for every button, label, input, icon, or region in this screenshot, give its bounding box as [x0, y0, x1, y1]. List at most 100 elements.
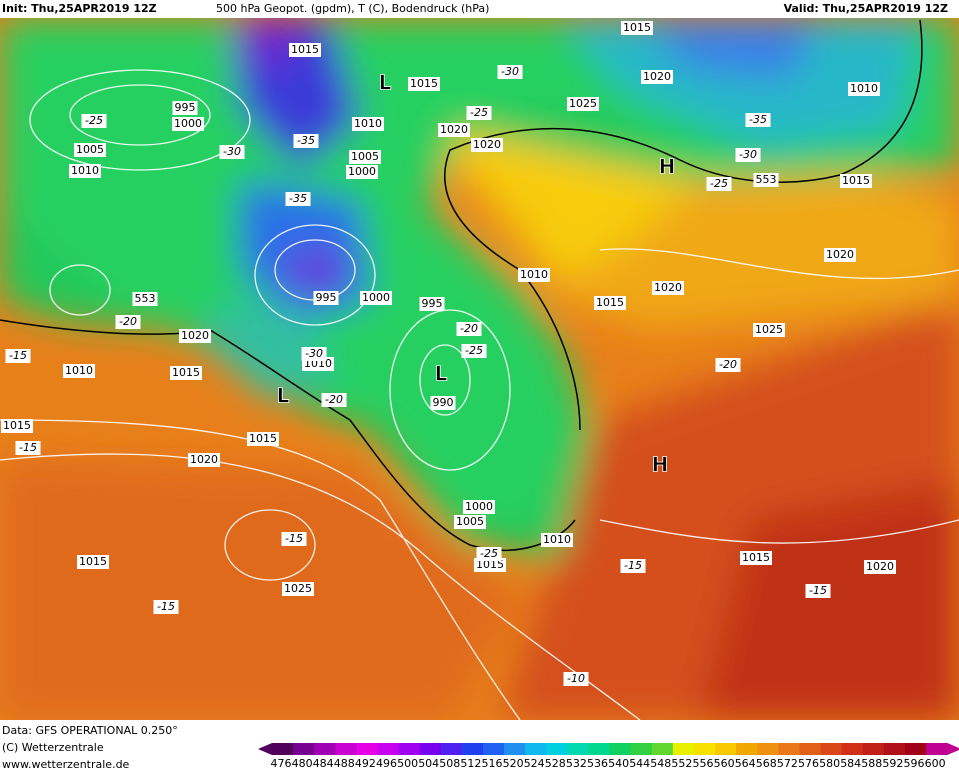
colorbar-label: 600: [925, 757, 946, 770]
isobar-label: 1010: [543, 533, 571, 546]
isobar-label: 1015: [842, 174, 870, 187]
temperature-label: -15: [9, 349, 27, 362]
isobar-label-box: [352, 117, 384, 131]
colorbar-box: [314, 743, 336, 755]
temperature-label-box: [620, 559, 646, 573]
colorbar-box: [567, 743, 589, 755]
isobar-label: 1020: [190, 453, 218, 466]
isobar-label-box: [753, 323, 785, 337]
colorbar-box: [820, 743, 843, 755]
colorbar-label: 528: [545, 757, 566, 770]
isobar-label: 990: [433, 396, 454, 409]
colorbar-box: [483, 743, 505, 755]
colorbar-box: [419, 743, 442, 755]
isobar-label-box: [349, 150, 381, 164]
isobar-label: 1020: [826, 248, 854, 261]
isobar-label-box: [346, 165, 378, 179]
isobar-label-box: [419, 297, 445, 311]
colorbar-label: 552: [671, 757, 692, 770]
isobar-label-box: [474, 558, 506, 572]
isobar-label: 1015: [476, 558, 504, 571]
colorbar-label: 568: [756, 757, 777, 770]
isobar-label-box: [179, 329, 211, 343]
temperature-label-box: [285, 192, 311, 206]
colorbar-label: 544: [629, 757, 650, 770]
colorbar-label: 596: [904, 757, 925, 770]
isobar-label: 1000: [465, 500, 493, 513]
colorbar-label: 488: [334, 757, 355, 770]
isobar-label-box: [247, 432, 279, 446]
isobar-label: 553: [756, 173, 777, 186]
temperature-label: -20: [460, 322, 478, 335]
colorbar-box: [546, 743, 568, 755]
temperature-label: -20: [119, 315, 137, 328]
isobar-label: 1020: [654, 281, 682, 294]
temperature-label-box: [476, 547, 502, 561]
temperature-label-box: [745, 113, 771, 127]
isobar-label: 1010: [71, 164, 99, 177]
isobar-label-box: [63, 364, 95, 378]
isobar-label-box: [172, 117, 204, 131]
temperature-label: -30: [305, 347, 323, 360]
isobar-label: 1015: [3, 419, 31, 432]
valid-time: Valid: Thu,25APR2019 12Z: [784, 2, 948, 15]
colorbar-label: 520: [503, 757, 524, 770]
isobar-label-box: [430, 396, 456, 410]
temperature-label: -15: [19, 441, 37, 454]
isobar-label: 1010: [354, 117, 382, 130]
colorbar-box: [841, 743, 864, 755]
colorbar-box: [398, 743, 421, 755]
pressure-center: L: [277, 384, 290, 408]
colorbar-label: 516: [482, 757, 503, 770]
temperature-label: -35: [289, 192, 307, 205]
temperature-label-box: [15, 441, 41, 455]
colorbar-box: [293, 743, 315, 755]
isobar-label-box: [360, 291, 392, 305]
temperature-label-box: [115, 315, 141, 329]
colorbar-box: [461, 743, 484, 755]
colorbar-box: [672, 743, 695, 755]
colorbar-label: 476: [271, 757, 292, 770]
temperature-label: -25: [480, 547, 498, 560]
colorbar-box: [778, 743, 800, 755]
temperature-label: -25: [470, 106, 488, 119]
isobar-label-box: [454, 515, 486, 529]
temperature-label-box: [153, 600, 179, 614]
isobar-label-box: [864, 560, 896, 574]
temperature-label: -30: [223, 145, 241, 158]
colorbar-box: [272, 743, 294, 755]
isobar-label-box: [848, 82, 880, 96]
colorbar-label: 484: [313, 757, 334, 770]
isobar-label: 1025: [569, 97, 597, 110]
temperature-label-box: [563, 672, 589, 686]
temperature-label: -15: [624, 559, 642, 572]
colorbar-box: [630, 743, 653, 755]
isobar-label-box: [753, 173, 779, 187]
colorbar-box: [736, 743, 758, 755]
temperature-label: -15: [809, 584, 827, 597]
isobar-label: 1020: [440, 123, 468, 136]
colorbar-box: [757, 743, 779, 755]
temperature-label-box: [81, 114, 107, 128]
colorbar-box: [609, 743, 632, 755]
colorbar-box: [694, 743, 716, 755]
colorbar-label: 548: [650, 757, 671, 770]
isobar-label: 1005: [456, 515, 484, 528]
colorbar-label: 564: [735, 757, 756, 770]
temperature-label: -15: [157, 600, 175, 613]
temperature-label-box: [301, 347, 327, 361]
isobar-label-box: [463, 500, 495, 514]
isobar-label-box: [824, 248, 856, 262]
isobar-label-box: [172, 101, 198, 115]
isobar-label: 1020: [643, 70, 671, 83]
isobar-label-box: [471, 138, 503, 152]
isobar-label: 1010: [850, 82, 878, 95]
temperature-label: -30: [739, 148, 757, 161]
temperature-label-box: [219, 145, 245, 159]
temperature-label: -25: [710, 177, 728, 190]
colorbar-box: [588, 743, 611, 755]
colorbar-box: [883, 743, 906, 755]
isobar-label: 995: [316, 291, 337, 304]
isobar-label-box: [594, 296, 626, 310]
temperature-label-box: [706, 177, 732, 191]
